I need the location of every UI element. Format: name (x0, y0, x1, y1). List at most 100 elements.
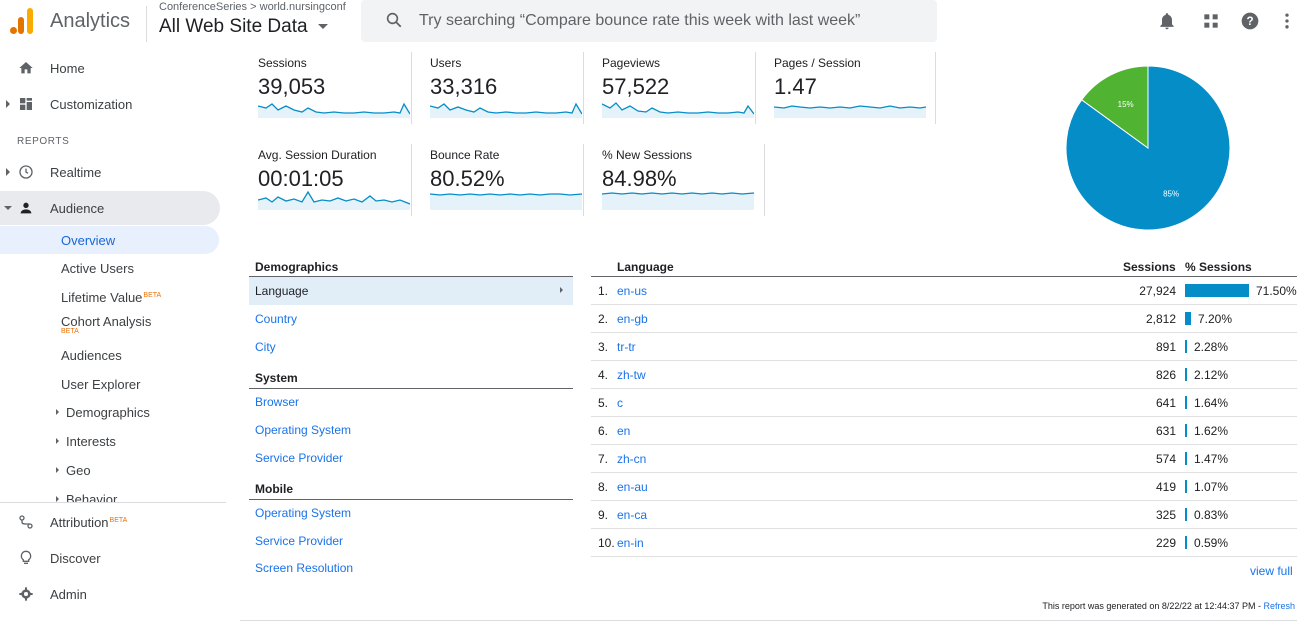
dimension-operating-system[interactable]: Operating System (249, 416, 573, 444)
sidebar-subitem-interests[interactable]: Interests (0, 427, 219, 455)
sidebar-item-admin[interactable]: Admin (0, 577, 220, 611)
language-link[interactable]: en-us (617, 284, 648, 298)
language-link[interactable]: en-au (617, 480, 648, 494)
sidebar-subitem-overview[interactable]: Overview (0, 226, 219, 254)
reports-section-label: REPORTS (17, 136, 70, 147)
sidebar-subitem-audiences[interactable]: Audiences (0, 341, 219, 369)
sidebar-subitem-cohort-analysis[interactable]: Cohort Analysis BETA (0, 308, 219, 340)
dimension-mobile-service-provider[interactable]: Service Provider (249, 527, 573, 555)
dimension-service-provider[interactable]: Service Provider (249, 444, 573, 472)
metric-pageviews[interactable]: Pageviews 57,522 (584, 52, 756, 124)
dimension-mobile-operating-system[interactable]: Operating System (249, 499, 573, 527)
analytics-logo-icon[interactable] (9, 6, 35, 34)
metric-pages-per-session[interactable]: Pages / Session 1.47 (756, 52, 936, 124)
sidebar-subitem-geo[interactable]: Geo (0, 456, 219, 484)
sidebar-item-attribution[interactable]: AttributionBETA (0, 505, 220, 539)
apps-grid-icon[interactable] (1201, 11, 1221, 31)
sidebar-subitem-demographics[interactable]: Demographics (0, 398, 219, 426)
refresh-link[interactable]: Refresh (1263, 601, 1295, 611)
demographics-heading: Demographics (255, 260, 339, 274)
notifications-bell-icon[interactable] (1157, 11, 1177, 31)
sidebar-subitem-active-users[interactable]: Active Users (0, 254, 219, 282)
language-link[interactable]: en (617, 424, 631, 438)
view-selector[interactable]: All Web Site Data (159, 16, 308, 37)
pct-bar (1185, 368, 1187, 381)
subitem-label: Active Users (61, 261, 134, 276)
metric-value: 57,522 (602, 74, 670, 99)
sidebar-item-realtime[interactable]: Realtime (0, 155, 220, 189)
row-index: 9. (598, 508, 609, 522)
sessions-value: 325 (1155, 508, 1176, 522)
language-link[interactable]: en-in (617, 536, 644, 550)
metric-bounce-rate[interactable]: Bounce Rate 80.52% (412, 144, 584, 216)
caret-down-icon[interactable] (318, 24, 328, 29)
sparkline (430, 102, 582, 118)
search-input[interactable]: Try searching “Compare bounce rate this … (419, 12, 861, 29)
view-full-report-link[interactable]: view full (1250, 564, 1293, 578)
pct-bar (1185, 480, 1187, 493)
dimension-city[interactable]: City (249, 333, 573, 361)
pct-sessions-column-header[interactable]: % Sessions (1185, 260, 1252, 274)
metric-sessions[interactable]: Sessions 39,053 (240, 52, 412, 124)
sessions-column-header[interactable]: Sessions (1123, 260, 1176, 274)
dimension-country[interactable]: Country (249, 305, 573, 333)
sidebar-item-audience[interactable]: Audience (0, 191, 220, 225)
expand-arrow-icon[interactable] (6, 100, 10, 108)
expand-arrow-icon[interactable] (56, 467, 59, 473)
pie-slice[interactable] (1080, 65, 1149, 149)
sidebar-subitem-lifetime-value[interactable]: Lifetime ValueBETA (0, 283, 219, 311)
sessions-value: 27,924 (1139, 284, 1176, 298)
sidebar-subitem-user-explorer[interactable]: User Explorer (0, 370, 219, 398)
sidebar: Home Customization REPORTS Realtime Audi (0, 48, 240, 628)
dimension-browser[interactable]: Browser (249, 388, 573, 416)
subitem-label: Overview (61, 233, 116, 248)
search-icon (386, 12, 402, 28)
sidebar-item-discover[interactable]: Discover (0, 541, 220, 575)
dimension-language[interactable]: Language (249, 277, 573, 305)
expand-arrow-icon[interactable] (56, 409, 59, 415)
chevron-right-icon (560, 287, 563, 293)
metric-users[interactable]: Users 33,316 (412, 52, 584, 124)
table-row: 3. tr-tr 891 2.28% (591, 333, 1297, 361)
language-link[interactable]: zh-tw (617, 368, 646, 382)
search-bar[interactable]: Try searching “Compare bounce rate this … (361, 0, 937, 42)
metric-value: 1.47 (774, 74, 817, 99)
breadcrumb[interactable]: ConferenceSeries > world.nursingconf (159, 1, 346, 13)
beta-badge: BETA (61, 328, 79, 335)
table-row: 8. en-au 419 1.07% (591, 473, 1297, 501)
sidebar-item-customization[interactable]: Customization (0, 87, 220, 121)
metric-value: 00:01:05 (258, 166, 344, 191)
table-row: 7. zh-cn 574 1.47% (591, 445, 1297, 473)
collapse-arrow-icon[interactable] (4, 206, 12, 210)
dimension-label: Operating System (255, 423, 352, 437)
expand-arrow-icon[interactable] (6, 168, 10, 176)
expand-arrow-icon[interactable] (56, 496, 59, 502)
language-link[interactable]: c (617, 396, 623, 410)
pie-slice-label: 85% (1163, 189, 1179, 198)
more-vert-icon[interactable] (1277, 11, 1297, 31)
row-index: 2. (598, 312, 609, 326)
language-link[interactable]: en-ca (617, 508, 648, 522)
sidebar-item-home[interactable]: Home (0, 51, 220, 85)
visitor-pie-chart[interactable]: 85% 15% (1064, 64, 1232, 232)
metric-new-sessions[interactable]: % New Sessions 84.98% (584, 144, 765, 216)
pct-value: 0.59% (1194, 536, 1229, 550)
subitem-label: User Explorer (61, 377, 141, 392)
language-link[interactable]: en-gb (617, 312, 648, 326)
mobile-heading: Mobile (255, 482, 293, 496)
metric-avg-session-duration[interactable]: Avg. Session Duration 00:01:05 (240, 144, 412, 216)
sidebar-label-discover: Discover (50, 551, 101, 566)
table-row: 6. en 631 1.62% (591, 417, 1297, 445)
language-link[interactable]: tr-tr (617, 340, 636, 354)
table-row: 4. zh-tw 826 2.12% (591, 361, 1297, 389)
expand-arrow-icon[interactable] (56, 438, 59, 444)
language-link[interactable]: zh-cn (617, 452, 647, 466)
dimension-screen-resolution[interactable]: Screen Resolution (249, 554, 573, 582)
sessions-value: 826 (1155, 368, 1176, 382)
breadcrumb-separator: > (250, 1, 257, 13)
sidebar-subitem-behavior[interactable]: Behavior (0, 485, 219, 502)
group-divider (249, 276, 573, 277)
subitem-label: Lifetime ValueBETA (61, 290, 161, 305)
help-icon[interactable]: ? (1240, 11, 1260, 31)
sparkline (602, 102, 754, 118)
